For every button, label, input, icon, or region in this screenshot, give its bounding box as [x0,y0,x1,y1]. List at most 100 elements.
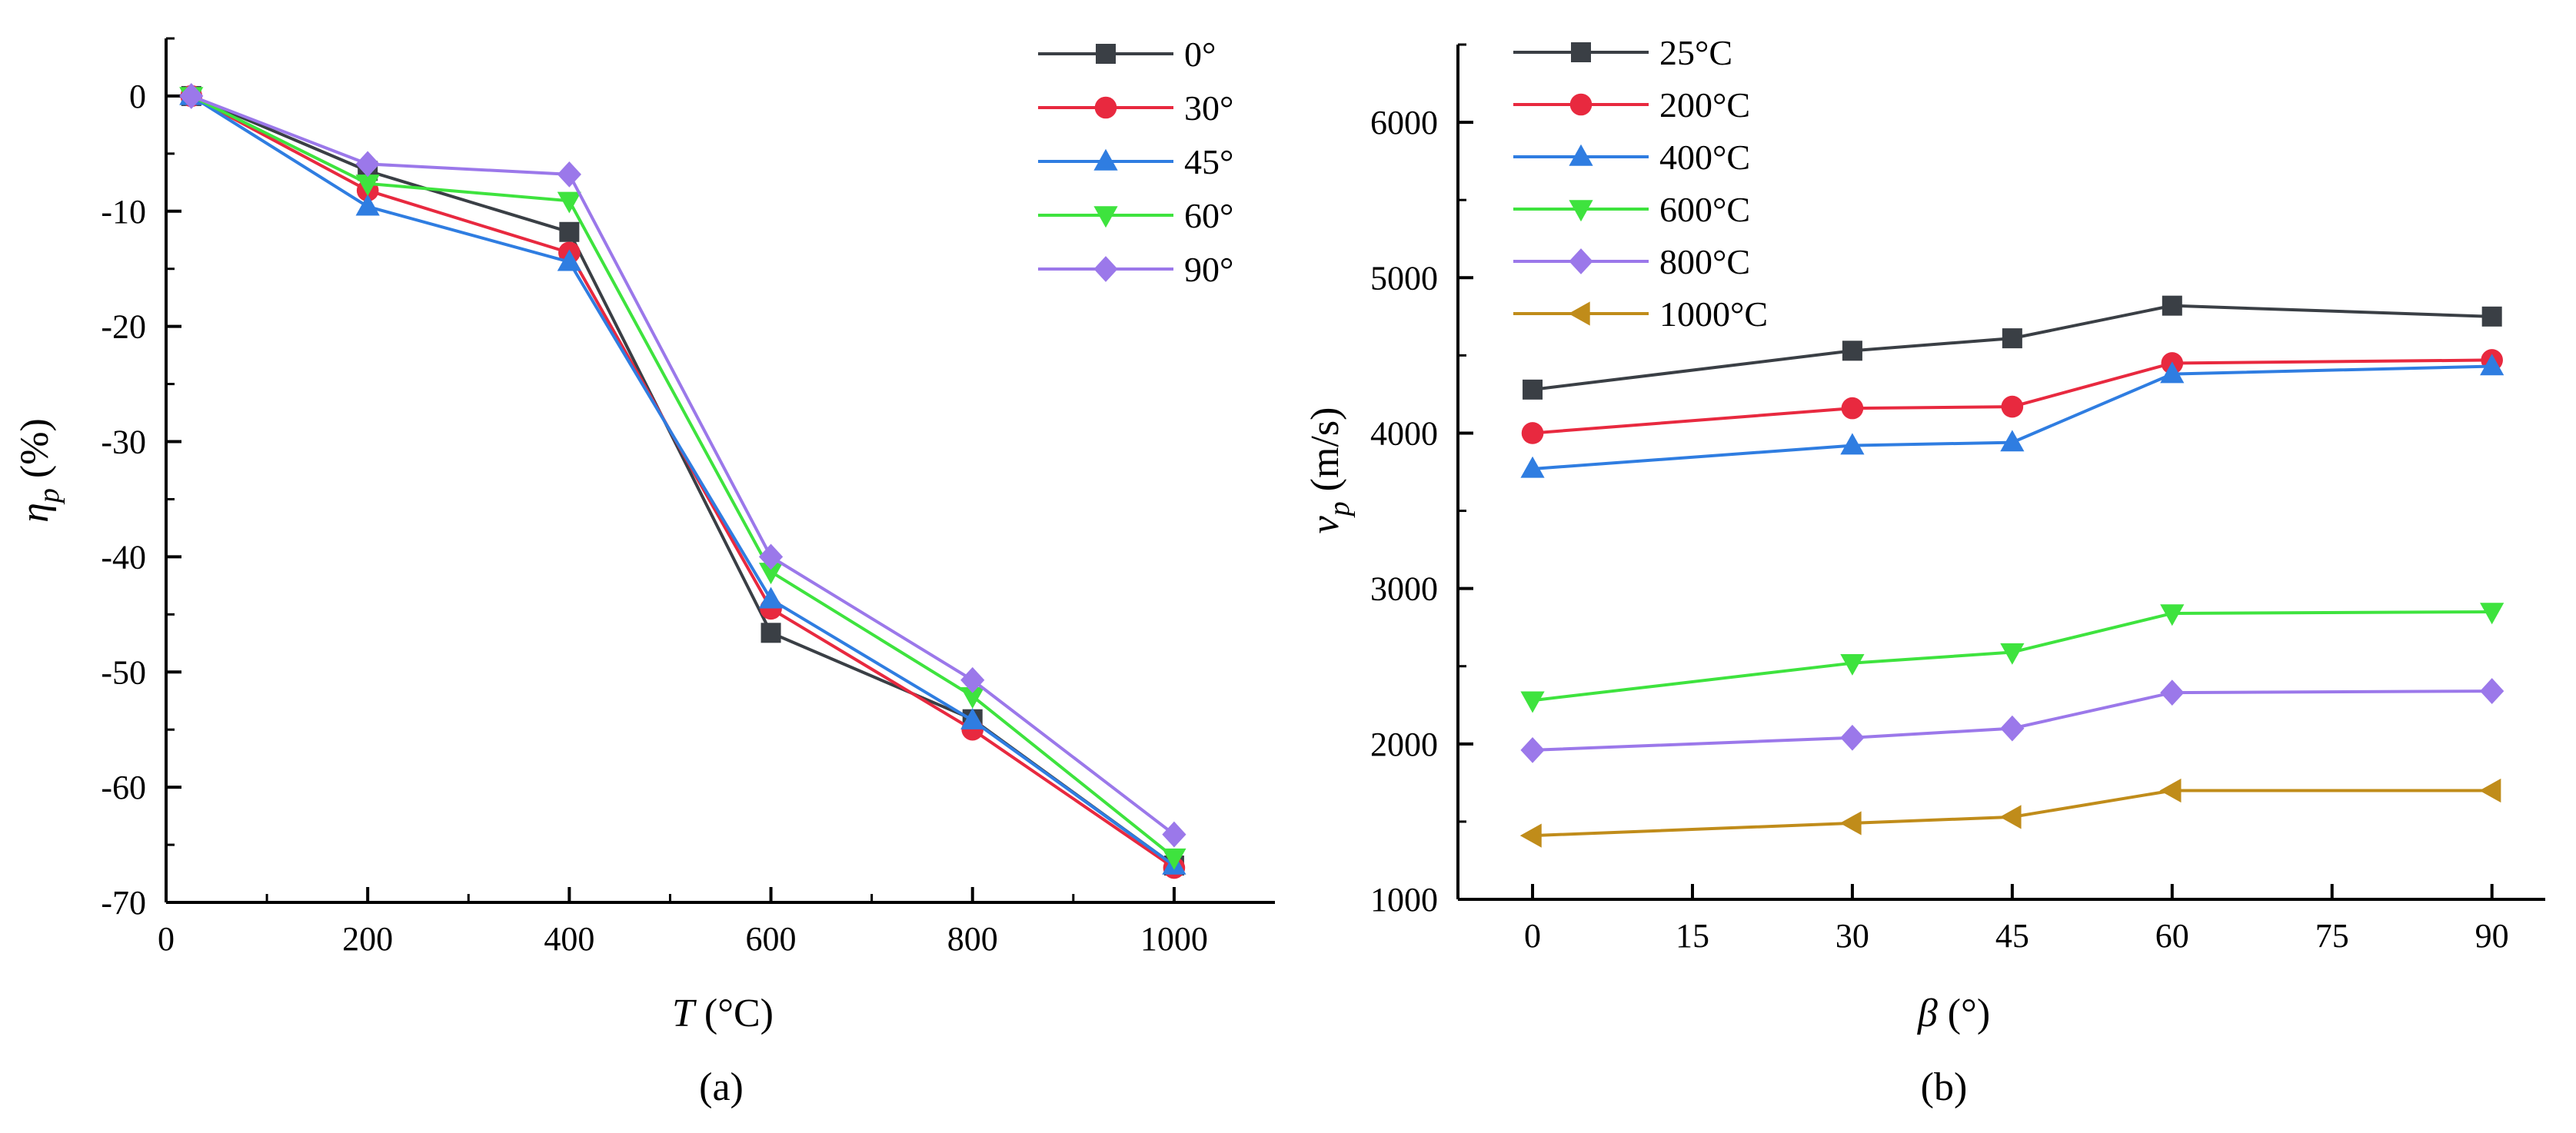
y-tick-label: 3000 [1370,570,1438,608]
data-point [2160,679,2185,706]
x-tick-label: 0 [1524,917,1541,955]
x-tick-label: 45 [1995,917,2029,955]
data-point [1162,821,1186,848]
data-point [2480,354,2504,376]
legend-label: 60° [1184,196,1233,235]
series-line [190,95,1176,867]
data-point [2479,778,2501,803]
y-tick-label: 6000 [1370,104,1438,141]
legend-marker [1093,206,1118,228]
x-axis-label: T (°C) [672,992,774,1035]
data-point [1999,805,2022,829]
data-point [1839,811,1862,836]
panel-a-caption: (a) [699,1065,744,1109]
x-tick-label: 30 [1835,917,1869,955]
x-tick-label: 75 [2315,917,2349,955]
data-point [960,707,985,729]
y-tick-label: 2000 [1370,726,1438,763]
x-tick-label: 800 [947,920,998,958]
data-point [557,191,581,214]
y-axis-label: vp (m/s) [1303,407,1356,534]
legend-label: 800°C [1659,242,1750,281]
data-point [2162,295,2182,316]
data-point [758,563,784,585]
y-tick-label: 1000 [1370,881,1438,919]
legend-label: 1000°C [1659,294,1768,334]
data-point [1520,691,1545,713]
legend-label: 25°C [1659,33,1732,72]
data-point [1521,422,1544,444]
data-point [2160,361,2185,384]
data-point [760,623,781,643]
data-point [1523,379,1543,400]
legend-label: 200°C [1659,85,1750,125]
series-line [190,95,1176,869]
data-point [557,161,581,188]
y-tick-label: -50 [101,653,146,691]
y-tick-label: -70 [101,884,146,922]
data-point [758,586,784,609]
legend-marker [1569,93,1593,116]
data-point [557,249,581,271]
x-tick-label: 400 [544,920,594,958]
panel-b: 0 15 30 45 60 75 90 1000 2000 3000 4000 5000 6000 25°… [1303,33,2545,1035]
legend-marker [1093,256,1118,282]
data-point [1840,724,1865,751]
legend-marker [1093,148,1118,171]
x-tick-label: 600 [746,920,797,958]
legend-label: 45° [1184,142,1233,181]
y-tick-label: -60 [101,769,146,806]
y-tick-label: -20 [101,308,146,346]
data-point [2000,715,2025,742]
data-point [758,543,784,570]
x-axis-label: β (°) [1917,992,1990,1035]
legend-label: 400°C [1659,138,1750,177]
x-tick-label: 60 [2155,917,2189,955]
data-point [2000,643,2025,665]
y-axis-label: ηp (%) [13,418,65,523]
data-point [559,221,580,242]
panel-a: 0 200 400 600 800 1000 0 -10 -20 -30 -40 -50 -60 -70 0… [13,35,1275,1035]
data-point [2002,328,2022,349]
legend-marker [1569,248,1593,274]
data-point [1840,653,1865,676]
legend-marker [1568,301,1590,326]
legend-marker [1569,144,1593,166]
legend-marker [1569,200,1593,222]
legend-label: 30° [1184,88,1233,128]
legend-marker [1094,96,1117,119]
panel-b-caption: (b) [1921,1065,1968,1109]
data-point [2000,430,2025,452]
data-point [355,194,380,216]
data-point [1840,433,1865,455]
data-point [1842,341,1862,361]
data-point [1520,737,1545,763]
legend-marker [1096,44,1116,64]
y-tick-label: -10 [101,193,146,231]
data-point [1519,823,1542,848]
legend-label: 0° [1184,35,1216,74]
x-tick-label: 200 [342,920,393,958]
legend-label: 90° [1184,250,1233,289]
legend-marker [1571,42,1591,62]
x-tick-label: 90 [2475,917,2509,955]
data-point [1520,456,1545,478]
series-line [190,95,1176,867]
y-tick-label: -40 [101,538,146,576]
data-point [960,666,985,693]
series-line [190,95,1176,859]
y-tick-label: 5000 [1370,259,1438,297]
data-point [960,687,985,709]
series-line [191,95,1176,836]
legend-label: 600°C [1659,190,1750,229]
x-tick-label: 15 [1676,917,1709,955]
y-tick-label: 0 [129,78,146,115]
y-tick-label: 4000 [1370,414,1438,452]
data-point [2160,604,2185,626]
data-point [179,83,204,109]
data-point [1841,397,1864,420]
data-point [1162,848,1186,870]
data-point [355,174,380,197]
data-point [2480,603,2504,625]
